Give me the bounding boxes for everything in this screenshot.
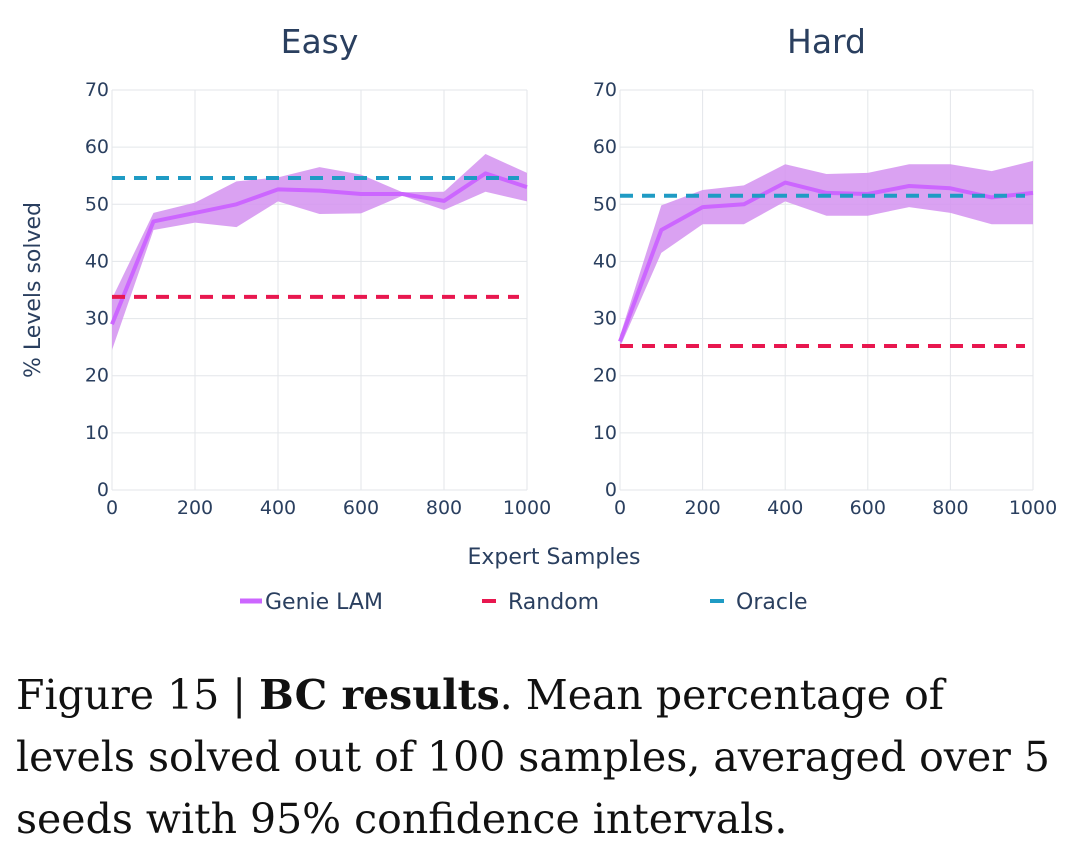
y-tick-label: 70 — [593, 79, 617, 101]
legend: Genie LAM Random Oracle — [240, 590, 808, 615]
x-tick-label: 0 — [106, 497, 118, 519]
y-tick-label: 60 — [85, 136, 109, 158]
x-tick-label: 400 — [260, 497, 296, 519]
y-tick-label: 0 — [97, 479, 109, 501]
legend-label: Oracle — [736, 590, 808, 615]
genie-lam-confidence-band — [620, 160, 1033, 348]
panel-title: Hard — [787, 22, 866, 61]
x-tick-label: 800 — [426, 497, 462, 519]
y-tick-label: 10 — [593, 422, 617, 444]
x-tick-label: 1000 — [1009, 497, 1057, 519]
caption-text: . Mean percentage of levels solved out o… — [16, 671, 1050, 843]
genie-lam-mean-line — [618, 180, 1034, 343]
panel-title: Easy — [281, 22, 359, 61]
legend-label: Genie LAM — [265, 590, 383, 615]
genie-lam-mean-line — [110, 171, 528, 326]
caption-bold-title: BC results — [259, 671, 500, 719]
caption-prefix: Figure 15 | — [16, 671, 260, 719]
x-tick-label: 200 — [177, 497, 213, 519]
x-axis-label: Expert Samples — [467, 545, 640, 570]
y-tick-label: 10 — [85, 422, 109, 444]
y-axis-label: % Levels solved — [21, 202, 46, 378]
y-tick-label: 20 — [85, 365, 109, 387]
x-tick-label: 1000 — [503, 497, 551, 519]
chart-panel-easy: Easy 0 10 20 30 40 50 60 70 0 200 400 600 800 1000 — [85, 22, 551, 519]
y-tick-label: 0 — [605, 479, 617, 501]
x-tick-label: 0 — [614, 497, 626, 519]
x-tick-label: 800 — [932, 497, 968, 519]
y-tick-label: 30 — [593, 308, 617, 330]
bc-results-figure: % Levels solved Expert Samples Easy 0 10 20… — [21, 22, 1057, 615]
x-tick-label: 200 — [684, 497, 720, 519]
x-tick-label: 400 — [767, 497, 803, 519]
y-tick-label: 20 — [593, 365, 617, 387]
legend-item-band: Genie LAM — [240, 590, 383, 615]
y-tick-label: 50 — [593, 193, 617, 215]
legend-label: Random — [508, 590, 599, 615]
y-tick-label: 30 — [85, 308, 109, 330]
genie-lam-confidence-band — [112, 154, 527, 350]
x-tick-label: 600 — [850, 497, 886, 519]
figure-caption: Figure 15 | BC results. Mean percentage … — [16, 664, 1066, 850]
y-tick-label: 60 — [593, 136, 617, 158]
y-tick-label: 70 — [85, 79, 109, 101]
y-tick-label: 40 — [593, 250, 617, 272]
x-tick-label: 600 — [343, 497, 379, 519]
y-tick-label: 40 — [85, 250, 109, 272]
legend-item-oracle: Oracle — [710, 590, 808, 615]
chart-panel-hard: Hard 0 10 20 30 40 50 60 70 0 200 400 600 800 1000 — [593, 22, 1057, 519]
y-tick-label: 50 — [85, 193, 109, 215]
legend-item-random: Random — [482, 590, 599, 615]
